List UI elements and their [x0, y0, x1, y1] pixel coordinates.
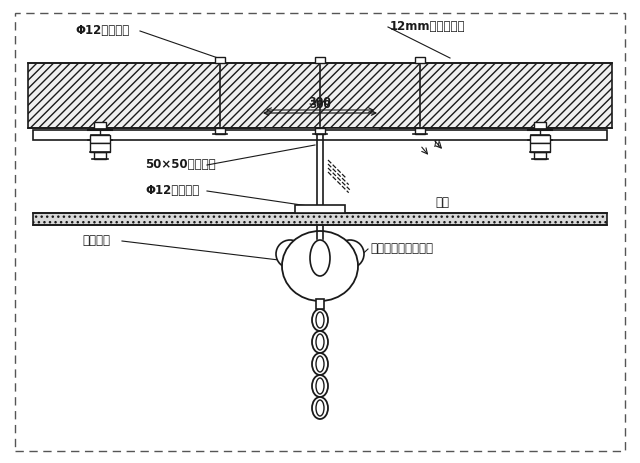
- Ellipse shape: [312, 331, 328, 353]
- Bar: [415, 57, 425, 63]
- Ellipse shape: [316, 400, 324, 416]
- Text: IT: IT: [434, 139, 443, 149]
- Ellipse shape: [276, 240, 304, 268]
- Bar: [94, 152, 106, 159]
- Bar: [260, 128, 380, 138]
- Ellipse shape: [336, 240, 364, 268]
- Bar: [295, 205, 345, 213]
- Bar: [315, 128, 325, 134]
- Text: 50×50角钐诟圈: 50×50角钐诟圈: [145, 158, 216, 171]
- Text: 300: 300: [309, 100, 331, 110]
- Bar: [94, 122, 106, 129]
- Bar: [530, 135, 550, 143]
- Bar: [534, 152, 546, 159]
- Text: Φ12圆钐折圈: Φ12圆钐折圈: [145, 184, 199, 198]
- Bar: [315, 57, 325, 63]
- Bar: [415, 128, 425, 134]
- Ellipse shape: [316, 334, 324, 350]
- Bar: [33, 130, 607, 140]
- Bar: [530, 143, 550, 152]
- Text: 焚接: 焚接: [435, 196, 449, 209]
- Text: 300: 300: [308, 97, 332, 107]
- Bar: [215, 57, 225, 63]
- Bar: [33, 213, 607, 225]
- Ellipse shape: [316, 312, 324, 328]
- Bar: [316, 299, 324, 309]
- Text: Φ12化学锶栓: Φ12化学锶栓: [75, 25, 129, 38]
- Ellipse shape: [316, 356, 324, 372]
- Bar: [28, 63, 612, 128]
- Ellipse shape: [312, 353, 328, 375]
- Ellipse shape: [312, 397, 328, 419]
- Bar: [534, 122, 546, 129]
- Bar: [215, 128, 225, 134]
- Text: 大型吸灯固定连接勾: 大型吸灯固定连接勾: [370, 243, 433, 256]
- Ellipse shape: [316, 378, 324, 394]
- Text: 吸灯顶盖: 吸灯顶盖: [82, 234, 110, 248]
- Ellipse shape: [310, 240, 330, 276]
- Ellipse shape: [312, 309, 328, 331]
- Bar: [90, 143, 110, 152]
- Ellipse shape: [312, 375, 328, 397]
- Text: 12mm厚饅锪钒板: 12mm厚饅锪钒板: [390, 20, 465, 33]
- Bar: [90, 135, 110, 143]
- Ellipse shape: [282, 231, 358, 301]
